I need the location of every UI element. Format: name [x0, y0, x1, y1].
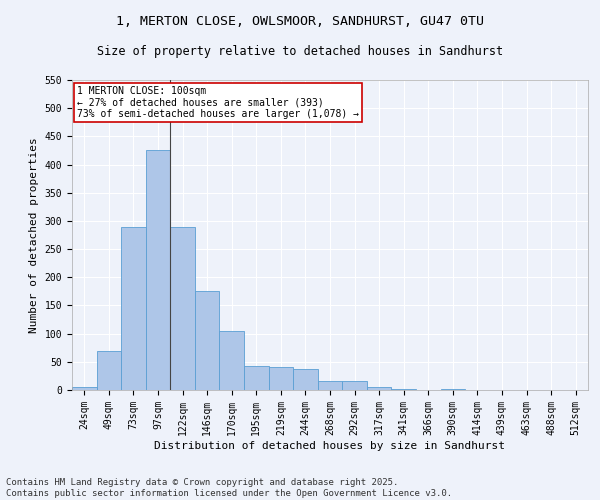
Text: 1 MERTON CLOSE: 100sqm
← 27% of detached houses are smaller (393)
73% of semi-de: 1 MERTON CLOSE: 100sqm ← 27% of detached…	[77, 86, 359, 120]
Bar	[146, 150, 170, 390]
Bar	[342, 381, 367, 390]
Bar	[97, 350, 121, 390]
X-axis label: Distribution of detached houses by size in Sandhurst: Distribution of detached houses by size …	[155, 440, 505, 450]
Bar	[269, 368, 293, 390]
Bar	[72, 387, 97, 390]
Bar	[367, 386, 391, 390]
Bar	[244, 366, 269, 390]
Text: Size of property relative to detached houses in Sandhurst: Size of property relative to detached ho…	[97, 45, 503, 58]
Bar	[170, 226, 195, 390]
Text: Contains HM Land Registry data © Crown copyright and database right 2025.
Contai: Contains HM Land Registry data © Crown c…	[6, 478, 452, 498]
Bar	[195, 292, 220, 390]
Bar	[121, 226, 146, 390]
Text: 1, MERTON CLOSE, OWLSMOOR, SANDHURST, GU47 0TU: 1, MERTON CLOSE, OWLSMOOR, SANDHURST, GU…	[116, 15, 484, 28]
Bar	[293, 368, 318, 390]
Bar	[318, 381, 342, 390]
Bar	[220, 331, 244, 390]
Y-axis label: Number of detached properties: Number of detached properties	[29, 137, 39, 333]
